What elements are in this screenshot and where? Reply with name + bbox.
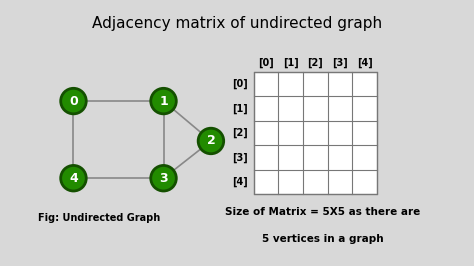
Ellipse shape (151, 165, 176, 191)
Bar (254, 72, 377, 194)
Text: [1]: [1] (283, 57, 299, 68)
Ellipse shape (61, 88, 86, 114)
Text: 5 vertices in a graph: 5 vertices in a graph (262, 234, 383, 244)
Text: Adjacency matrix of undirected graph: Adjacency matrix of undirected graph (92, 16, 382, 31)
Text: [0]: [0] (258, 57, 274, 68)
Text: [3]: [3] (332, 57, 348, 68)
Text: 3: 3 (159, 172, 168, 185)
Text: [4]: [4] (232, 177, 248, 187)
Text: [0]: [0] (232, 79, 248, 89)
Text: 0: 0 (69, 95, 78, 107)
Text: Size of Matrix = 5X5 as there are: Size of Matrix = 5X5 as there are (225, 207, 420, 218)
Text: 4: 4 (69, 172, 78, 185)
Text: 1: 1 (159, 95, 168, 107)
Text: [3]: [3] (232, 152, 248, 163)
Text: [2]: [2] (307, 57, 323, 68)
Text: 2: 2 (207, 135, 215, 147)
Ellipse shape (198, 128, 224, 154)
Ellipse shape (61, 165, 86, 191)
Text: [4]: [4] (356, 57, 373, 68)
Text: Fig: Undirected Graph: Fig: Undirected Graph (38, 213, 160, 223)
Text: [1]: [1] (232, 103, 248, 114)
Text: [2]: [2] (232, 128, 248, 138)
Ellipse shape (151, 88, 176, 114)
